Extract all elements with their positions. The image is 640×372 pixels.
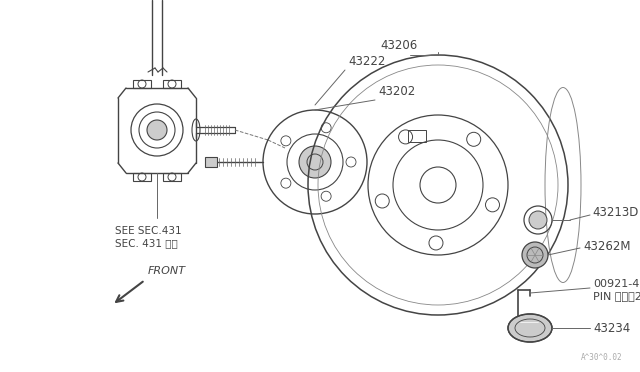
Text: 43213D: 43213D [592, 206, 638, 219]
Text: 00921-43500: 00921-43500 [593, 279, 640, 289]
Text: 43262M: 43262M [583, 240, 630, 253]
Circle shape [147, 120, 167, 140]
Bar [133, 80, 151, 88]
Text: 43222: 43222 [348, 55, 385, 68]
Text: SEE SEC.431: SEE SEC.431 [115, 226, 182, 236]
Text: 43202: 43202 [378, 85, 415, 98]
Text: A^30^0.02: A^30^0.02 [580, 353, 622, 362]
Bar [163, 80, 181, 88]
Circle shape [522, 242, 548, 268]
Circle shape [529, 211, 547, 229]
Bar [163, 173, 181, 181]
Text: PIN ピン（2）: PIN ピン（2） [593, 291, 640, 301]
Bar [205, 157, 217, 167]
Bar [408, 130, 426, 142]
Text: FRONT: FRONT [148, 266, 186, 276]
Text: SEC. 431 参図: SEC. 431 参図 [115, 238, 178, 248]
Text: 43234: 43234 [593, 321, 630, 334]
Bar [133, 173, 151, 181]
Ellipse shape [508, 314, 552, 342]
Text: 43206: 43206 [380, 39, 417, 52]
Circle shape [299, 146, 331, 178]
